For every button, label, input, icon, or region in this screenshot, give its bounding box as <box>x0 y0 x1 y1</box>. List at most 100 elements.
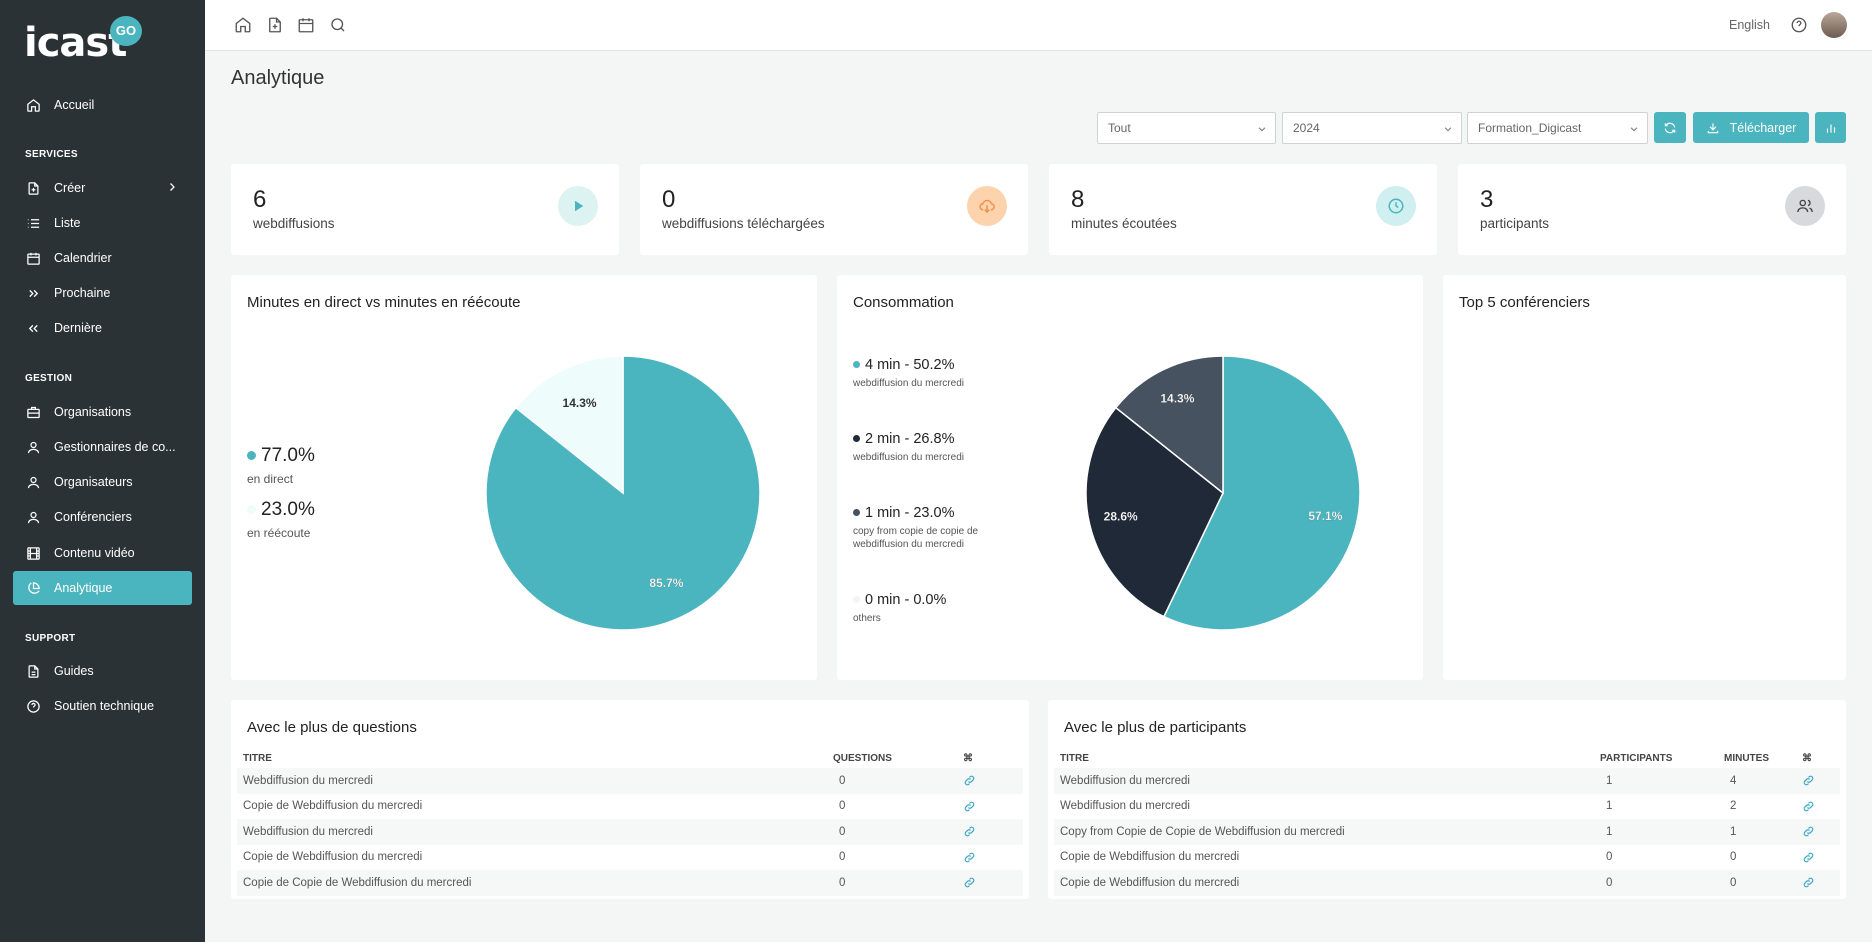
sidebar-item-organisateurs[interactable]: Organisateurs <box>13 465 192 499</box>
sidebar-item-label: Contenu vidéo <box>54 546 135 560</box>
sidebar-item-label: Organisateurs <box>54 475 133 489</box>
chart-view-button[interactable] <box>1815 112 1846 143</box>
sidebar-item-prochaine[interactable]: Prochaine <box>13 276 192 310</box>
legend-dot <box>853 509 860 516</box>
legend-label: copy from copie de copie de webdiffusion… <box>853 526 979 550</box>
file-plus-icon[interactable] <box>266 16 284 34</box>
organization-filter-select[interactable]: Formation_Digicast <box>1467 112 1648 144</box>
card-title: Avec le plus de questions <box>247 719 417 736</box>
link-cell[interactable] <box>1796 794 1840 820</box>
sidebar-item-organisations[interactable]: Organisations <box>13 395 192 429</box>
search-icon[interactable] <box>329 16 347 34</box>
sidebar-item-derniere[interactable]: Dernière <box>13 311 192 345</box>
briefcase-icon <box>27 406 40 418</box>
sidebar-item-gestionnaires[interactable]: Gestionnaires de co... <box>13 430 192 464</box>
stat-label: webdiffusions téléchargées <box>662 216 825 231</box>
table-row[interactable]: Webdiffusion du mercredi 0 <box>237 768 1023 794</box>
link-icon <box>964 826 975 837</box>
help-icon[interactable] <box>1790 16 1808 34</box>
stat-icon-badge <box>558 186 598 226</box>
user-avatar[interactable] <box>1821 12 1847 38</box>
sidebar-item-liste[interactable]: Liste <box>13 206 192 240</box>
link-icon <box>1803 852 1814 863</box>
legend-entry: 23.0% en réécoute <box>247 499 315 540</box>
sidebar-item-accueil[interactable]: Accueil <box>13 88 192 122</box>
type-filter-select[interactable]: Tout <box>1097 112 1276 144</box>
column-header-questions[interactable]: QUESTIONS <box>833 752 892 764</box>
stat-label: participants <box>1480 216 1550 231</box>
sidebar-item-conferenciers[interactable]: Conférenciers <box>13 500 192 534</box>
sidebar-item-guides[interactable]: Guides <box>13 654 192 688</box>
users-icon <box>1797 199 1813 213</box>
link-icon <box>964 852 975 863</box>
pie-slice[interactable] <box>1085 406 1224 618</box>
sidebar-item-label: Conférenciers <box>54 510 132 524</box>
table-header-row: TITRE QUESTIONS ⌘ <box>237 748 1023 768</box>
refresh-button[interactable] <box>1654 112 1686 143</box>
legend-label: en direct <box>247 472 294 486</box>
legend-dot <box>853 361 860 368</box>
table-row[interactable]: Webdiffusion du mercredi 1 4 <box>1054 768 1840 794</box>
cell-value: 1 <box>1594 819 1718 845</box>
column-header-link: ⌘ <box>1802 752 1812 764</box>
table-row[interactable]: Webdiffusion du mercredi 1 2 <box>1054 794 1840 820</box>
cell-value: 4 <box>1718 768 1796 794</box>
calendar-icon[interactable] <box>297 16 315 34</box>
language-selector[interactable]: English <box>1729 18 1770 32</box>
stat-value: 6 <box>253 186 267 213</box>
column-header-title[interactable]: TITRE <box>1060 752 1089 764</box>
table-row[interactable]: Copie de Webdiffusion du mercredi 0 0 <box>1054 845 1840 871</box>
cell-title: Webdiffusion du mercredi <box>237 768 827 794</box>
link-cell[interactable] <box>957 845 1023 871</box>
table-row[interactable]: Copie de Webdiffusion du mercredi 0 <box>237 845 1023 871</box>
link-cell[interactable] <box>1796 845 1840 871</box>
logo[interactable]: icast GO <box>24 14 154 66</box>
pie-slice[interactable] <box>514 355 624 495</box>
link-cell[interactable] <box>957 819 1023 845</box>
download-button[interactable]: Télécharger <box>1693 112 1809 143</box>
sidebar-item-analytique[interactable]: Analytique <box>13 571 192 605</box>
download-button-label: Télécharger <box>1729 120 1797 135</box>
sidebar-item-label: Guides <box>54 664 94 678</box>
link-icon <box>1803 775 1814 786</box>
play-icon <box>575 200 584 212</box>
column-header-minutes[interactable]: MINUTES <box>1724 752 1769 764</box>
sidebar-item-creer[interactable]: Créer <box>13 171 192 205</box>
sidebar-item-label: Analytique <box>54 581 113 595</box>
organization-filter-value: Formation_Digicast <box>1478 121 1582 135</box>
table-row[interactable]: Copie de Webdiffusion du mercredi 0 <box>237 794 1023 820</box>
pie-slice[interactable] <box>1162 355 1361 631</box>
type-filter-value: Tout <box>1108 121 1131 135</box>
user-icon <box>27 511 40 523</box>
sidebar-item-contenu-video[interactable]: Contenu vidéo <box>13 536 192 570</box>
sidebar-item-calendrier[interactable]: Calendrier <box>13 241 192 275</box>
home-icon[interactable] <box>234 16 252 34</box>
column-header-participants[interactable]: PARTICIPANTS <box>1600 752 1673 764</box>
legend-value: 4 min - 50.2% <box>865 357 955 373</box>
list-icon <box>27 218 40 228</box>
cell-value: 0 <box>827 819 957 845</box>
cell-title: Webdiffusion du mercredi <box>1060 800 1190 813</box>
column-header-title[interactable]: TITRE <box>243 752 272 764</box>
link-cell[interactable] <box>957 870 1023 896</box>
sidebar-item-soutien-technique[interactable]: Soutien technique <box>13 689 192 723</box>
year-filter-select[interactable]: 2024 <box>1282 112 1462 144</box>
sidebar: icast GO Accueil SERVICES Créer Liste Ca… <box>0 0 205 942</box>
table-row[interactable]: Copy from Copie de Copie de Webdiffusion… <box>1054 819 1840 845</box>
link-cell[interactable] <box>1796 768 1840 794</box>
link-cell[interactable] <box>1796 870 1840 896</box>
legend-entry: 77.0% en direct <box>247 445 315 486</box>
cell-title: Copie de Webdiffusion du mercredi <box>1054 870 1594 896</box>
sidebar-item-label: Liste <box>54 216 81 230</box>
link-cell[interactable] <box>957 768 1023 794</box>
sidebar-item-label: Calendrier <box>54 251 112 265</box>
link-cell[interactable] <box>1796 819 1840 845</box>
table-row[interactable]: Webdiffusion du mercredi 0 <box>237 819 1023 845</box>
table-row[interactable]: Copie de Webdiffusion du mercredi 0 0 <box>1054 870 1840 896</box>
bar-chart-icon <box>1826 124 1835 133</box>
pie-slice[interactable] <box>1114 355 1224 495</box>
home-icon <box>27 98 40 112</box>
link-cell[interactable] <box>957 794 1023 820</box>
table-row[interactable]: Copie de Copie de Webdiffusion du mercre… <box>237 870 1023 896</box>
stat-card-webcasts: 6 webdiffusions <box>231 164 619 255</box>
